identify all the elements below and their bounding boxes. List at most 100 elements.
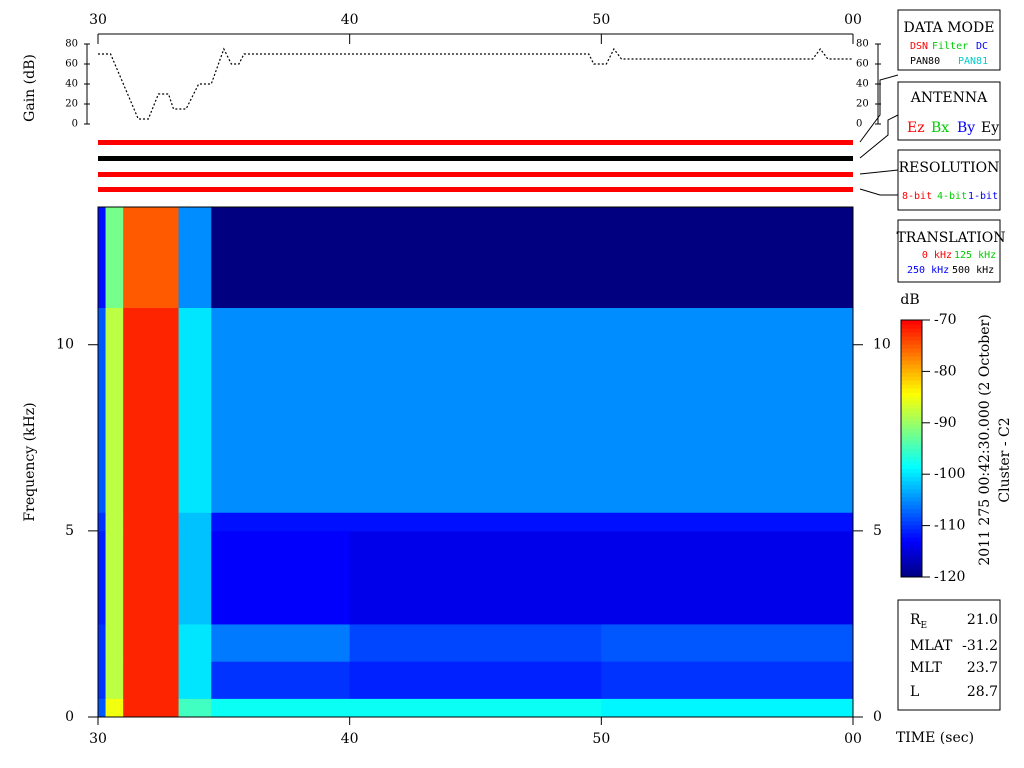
ephemeris-value: 28.7 [967, 684, 998, 700]
spectrogram-cell [105, 623, 124, 662]
colorbar-swatch [901, 460, 922, 466]
ephemeris-sub: E [921, 621, 928, 631]
spectrogram-cell [601, 307, 854, 513]
y-tick-label: 5 [873, 523, 882, 539]
spectrogram-cell [349, 307, 602, 513]
colorbar-swatch [901, 328, 922, 333]
mode-item: PAN81 [958, 56, 988, 67]
colorbar-swatch [901, 380, 922, 385]
colorbar-frame [900, 319, 923, 578]
ephemeris-value: 21.0 [967, 612, 998, 628]
ephemeris-label: R [910, 612, 921, 628]
spacecraft-label: Cluster - C2 [997, 417, 1013, 502]
translation-item: 125 kHz [954, 250, 996, 261]
colorbar-swatch [901, 360, 922, 365]
mode-item: DSN [910, 41, 928, 52]
gain-line [98, 47, 853, 120]
colorbar-tick-label: -120 [934, 569, 965, 585]
resolution-item: 8-bit [902, 191, 932, 202]
colorbar-swatch [901, 552, 922, 558]
spectrogram-cell [98, 698, 107, 718]
y-tick-label: 10 [56, 337, 74, 353]
colorbar-swatch [901, 468, 922, 474]
y-tick-label: 20 [856, 99, 869, 110]
x-tick-label: 00 [844, 731, 862, 747]
spectrogram-cell [211, 307, 351, 513]
translation-box [897, 219, 1001, 283]
spectrogram-cell [178, 623, 212, 662]
colorbar-swatch [901, 404, 922, 409]
spectrogram-cell [123, 207, 180, 309]
colorbar-swatch [901, 412, 922, 417]
spectrogram-cell [105, 698, 124, 718]
translation-item: 250 kHz [907, 265, 949, 276]
resolution-box [897, 149, 1001, 211]
translation-item: 500 kHz [952, 265, 994, 276]
colorbar-swatch [901, 320, 922, 325]
connector [859, 169, 899, 175]
spectrogram-cell [98, 307, 107, 513]
colorbar-swatch [901, 352, 922, 357]
y-tick-label: 60 [65, 59, 78, 70]
colorbar-swatch [901, 472, 922, 478]
spectrogram-cell [123, 661, 180, 699]
colorbar-swatch [901, 420, 922, 425]
spectrogram-cell [123, 623, 180, 662]
spectrogram-cell [105, 661, 124, 699]
ephemeris-value: 23.7 [967, 660, 998, 676]
status-bar [98, 187, 853, 192]
colorbar-swatch [901, 452, 922, 458]
colorbar-swatch [901, 456, 922, 462]
antenna-item: Ey [981, 120, 999, 136]
x-tick-label: 30 [89, 731, 107, 747]
spectrogram-cell [105, 307, 124, 513]
x-tick-label: 40 [341, 731, 359, 747]
spectrogram-cell [211, 207, 351, 309]
colorbar-swatch [901, 556, 922, 562]
y-tick-label: 80 [65, 39, 78, 50]
spectrogram-cell [349, 530, 602, 625]
spectrogram-cell [601, 530, 854, 625]
y-tick-label: 80 [856, 39, 869, 50]
colorbar-swatch [901, 512, 922, 518]
colorbar-swatch [901, 368, 922, 373]
mode-item: PAN80 [910, 56, 940, 67]
y-axis-title: Gain (dB) [22, 54, 38, 122]
y-tick-label: 20 [65, 99, 78, 110]
ephemeris-label: MLAT [910, 638, 953, 654]
spectrogram-cell [211, 661, 351, 699]
spectrogram-cell [601, 207, 854, 309]
status-bar [98, 140, 853, 145]
colorbar-swatch [901, 444, 922, 449]
colorbar-swatch [901, 536, 922, 542]
colorbar-tick-label: -90 [934, 415, 957, 431]
resolution-item: 1-bit [968, 191, 998, 202]
colorbar-swatch [901, 356, 922, 361]
colorbar-swatch [901, 524, 922, 530]
y-tick-label: 5 [65, 523, 74, 539]
spectrogram-cell [211, 530, 351, 625]
x-tick-label: 30 [89, 12, 107, 28]
colorbar-swatch [901, 344, 922, 349]
x-tick-label: 00 [844, 12, 862, 28]
panel-title: ANTENNA [910, 90, 988, 106]
colorbar-swatch [901, 336, 922, 341]
spectrogram-cell [178, 698, 212, 718]
colorbar-swatch [901, 388, 922, 393]
spectrogram-cell [105, 530, 124, 625]
spectrogram-cell [211, 512, 351, 532]
colorbar-swatch [901, 400, 922, 405]
colorbar-swatch [901, 428, 922, 433]
spectrogram-cell [105, 207, 124, 309]
colorbar-swatch [901, 484, 922, 490]
antenna-item: By [957, 120, 975, 136]
spectrogram-cell [178, 307, 212, 513]
connectors [859, 74, 899, 196]
date-label: 2011 275 00:42:30.000 (2 October) [977, 314, 993, 565]
colorbar-swatch [901, 488, 922, 494]
colorbar-swatch [901, 440, 922, 445]
colorbar-swatch [901, 572, 922, 578]
y-tick-label: 0 [856, 119, 862, 130]
spectrogram-cell [105, 512, 124, 532]
